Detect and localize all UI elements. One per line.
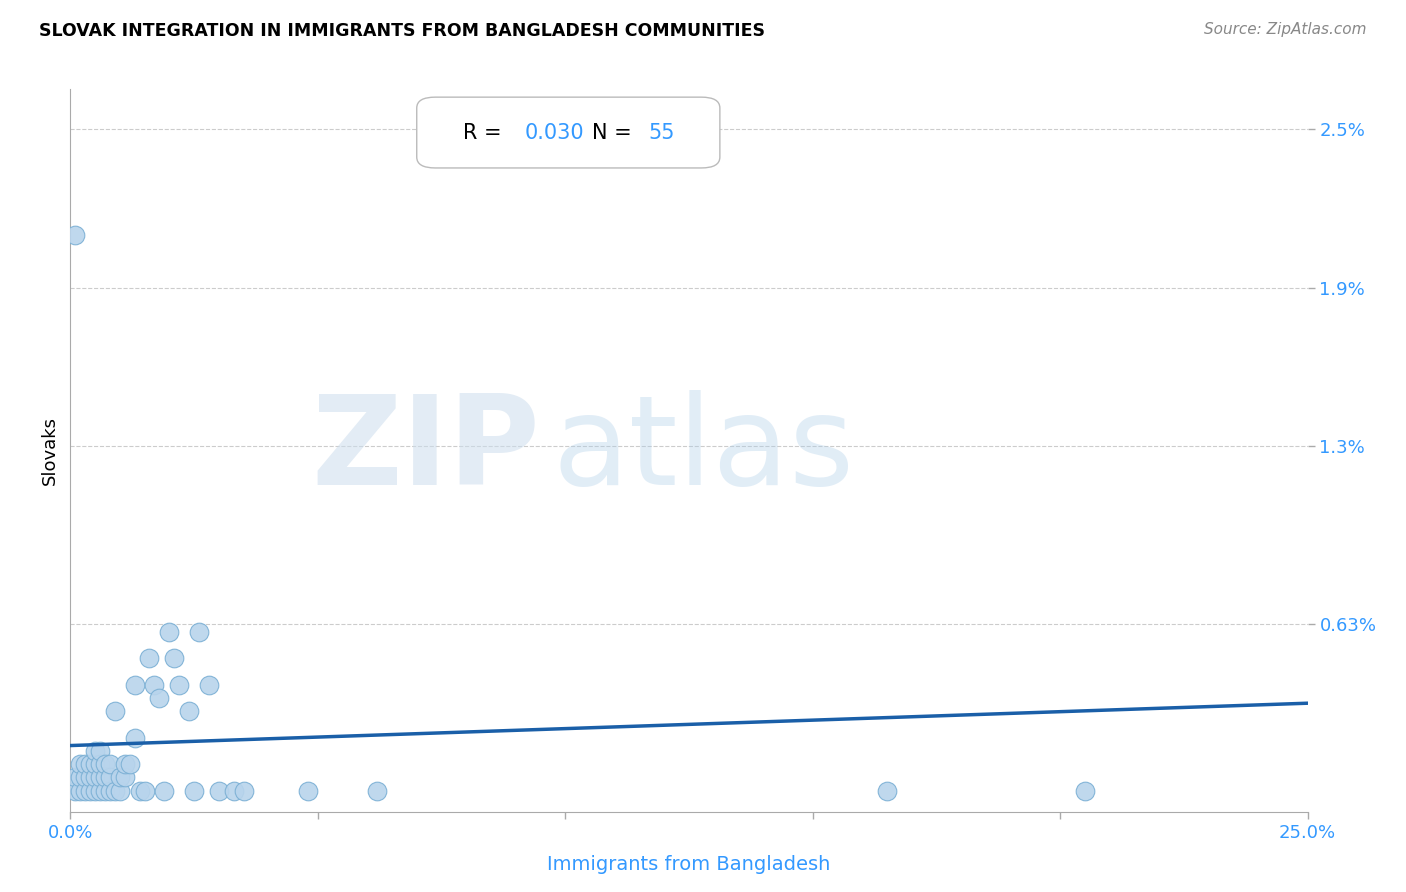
Text: atlas: atlas <box>553 390 855 511</box>
Point <box>79 770 101 784</box>
Point <box>75 770 97 784</box>
Point <box>153 783 176 797</box>
Point <box>89 757 111 772</box>
Point <box>188 624 211 639</box>
Point <box>104 704 127 718</box>
Point <box>69 757 91 772</box>
Point <box>128 783 150 797</box>
Point <box>98 770 121 784</box>
Point <box>75 783 97 797</box>
Point <box>1074 783 1097 797</box>
Point <box>124 731 146 745</box>
Point <box>876 783 898 797</box>
Text: N =: N = <box>592 122 638 143</box>
Point <box>84 783 107 797</box>
Text: SLOVAK INTEGRATION IN IMMIGRANTS FROM BANGLADESH COMMUNITIES: SLOVAK INTEGRATION IN IMMIGRANTS FROM BA… <box>39 22 765 40</box>
Point <box>208 783 231 797</box>
Point <box>138 651 160 665</box>
FancyBboxPatch shape <box>416 97 720 168</box>
Point <box>98 783 121 797</box>
Point <box>69 770 91 784</box>
Point <box>366 783 388 797</box>
Point <box>94 783 117 797</box>
Point <box>148 690 170 705</box>
Point <box>65 783 87 797</box>
Point <box>114 770 136 784</box>
Point <box>89 770 111 784</box>
Point <box>94 757 117 772</box>
Point <box>84 770 107 784</box>
Point <box>114 757 136 772</box>
Point <box>65 227 87 242</box>
Point <box>198 678 221 692</box>
Point <box>94 770 117 784</box>
Point <box>124 678 146 692</box>
Point <box>297 783 319 797</box>
Point <box>75 757 97 772</box>
Point <box>143 678 166 692</box>
Point <box>104 783 127 797</box>
Point <box>79 757 101 772</box>
Point <box>183 783 205 797</box>
Point <box>163 651 186 665</box>
X-axis label: Immigrants from Bangladesh: Immigrants from Bangladesh <box>547 855 831 874</box>
Text: R =: R = <box>463 122 508 143</box>
Y-axis label: Slovaks: Slovaks <box>41 416 59 485</box>
Point <box>167 678 190 692</box>
Point <box>89 744 111 758</box>
Point <box>84 757 107 772</box>
Point <box>157 624 180 639</box>
Point <box>108 770 131 784</box>
Point <box>108 783 131 797</box>
Point <box>65 770 87 784</box>
Text: 0.030: 0.030 <box>524 122 583 143</box>
Text: ZIP: ZIP <box>312 390 540 511</box>
Point <box>98 757 121 772</box>
Point <box>134 783 156 797</box>
Point <box>118 757 141 772</box>
Point <box>177 704 200 718</box>
Point <box>232 783 254 797</box>
Point <box>69 783 91 797</box>
Text: 55: 55 <box>648 122 675 143</box>
Point <box>79 783 101 797</box>
Point <box>89 783 111 797</box>
Text: Source: ZipAtlas.com: Source: ZipAtlas.com <box>1204 22 1367 37</box>
Point <box>84 744 107 758</box>
Point <box>222 783 245 797</box>
